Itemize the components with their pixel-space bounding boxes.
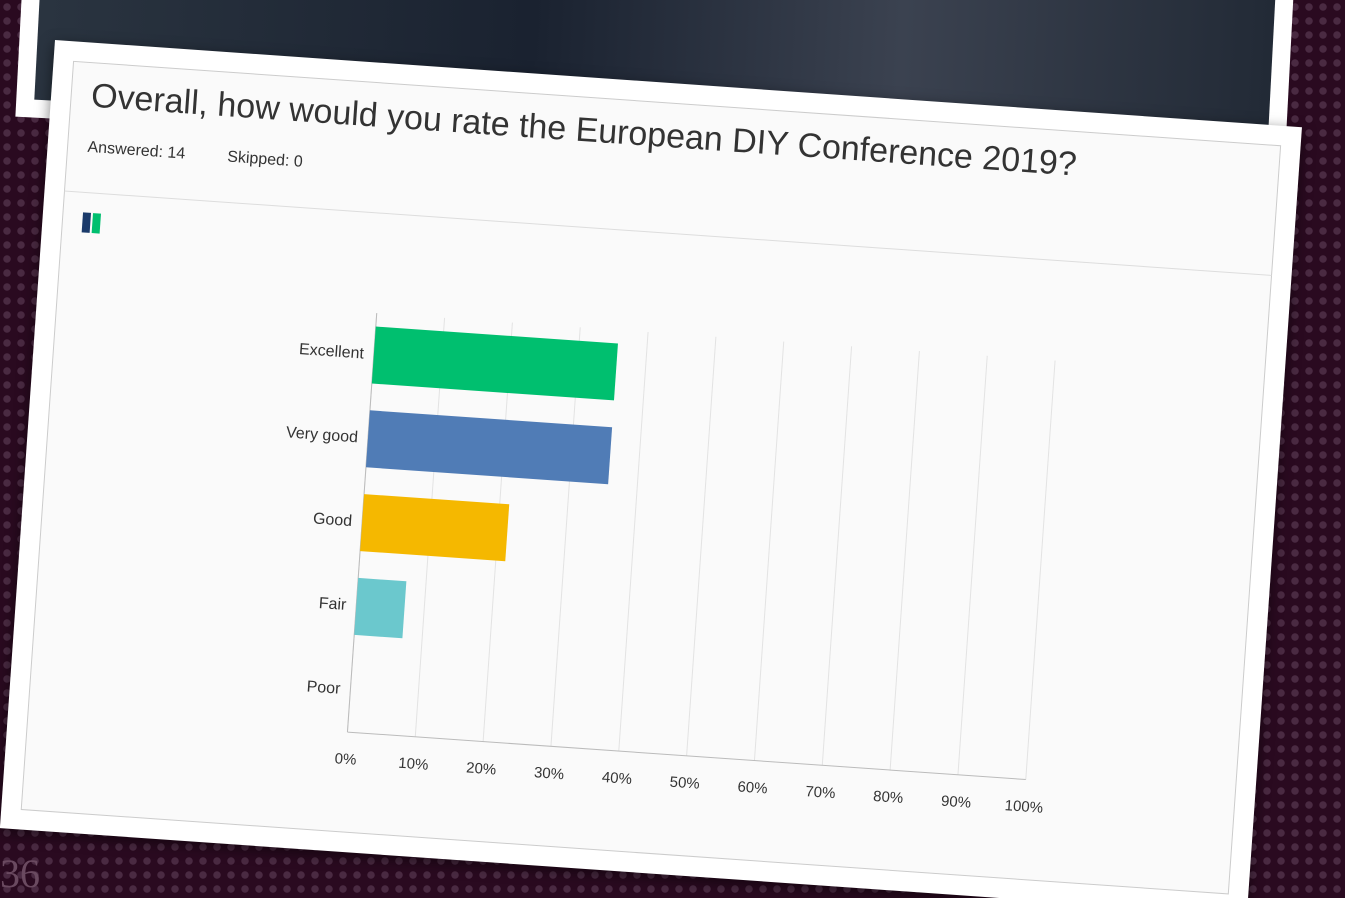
x-tick-label: 50% [669, 774, 700, 793]
x-tick-label: 80% [873, 788, 904, 807]
x-tick-label: 60% [737, 778, 768, 797]
y-tick-label: Poor [306, 678, 342, 697]
y-tick-label: Fair [318, 595, 347, 614]
x-tick-label: 30% [533, 764, 564, 783]
x-tick-label: 40% [601, 769, 632, 788]
x-tick-label: 10% [398, 755, 429, 774]
card: Overall, how would you rate the European… [0, 40, 1302, 898]
x-tick-label: 0% [334, 750, 357, 768]
page: Overall, how would you rate the European… [0, 0, 1345, 898]
bar [354, 578, 406, 638]
page-number: 36 [0, 850, 40, 897]
bar [360, 494, 509, 561]
x-tick-label: 70% [805, 783, 836, 802]
chart: Overall, how would you rate the European… [0, 40, 1302, 898]
chart-icon [92, 213, 101, 234]
x-tick-label: 20% [466, 759, 497, 778]
y-tick-label: Good [312, 510, 352, 530]
chart-frame [21, 61, 1280, 894]
x-tick-label: 90% [940, 793, 971, 812]
x-tick-label: 100% [1004, 797, 1043, 817]
chart-icon [82, 212, 91, 233]
